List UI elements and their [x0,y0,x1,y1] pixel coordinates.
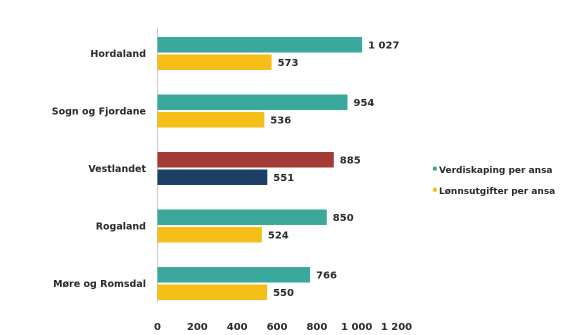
bar-more-og-romsdal-series-2 [157,284,268,300]
x-tick-label: 0 [154,322,161,333]
value-label-hordaland-series-1: 1 027 [368,40,399,51]
bar-sogn-og-fjordane-series-2 [157,112,265,128]
legend-label-2: Lønnsutgifter per ansa [439,187,555,197]
bar-rogaland-series-1 [157,209,327,225]
bar-sogn-og-fjordane-series-1 [157,94,348,110]
value-label-sogn-og-fjordane-series-1: 954 [354,98,375,109]
bar-more-og-romsdal-series-1 [157,267,311,283]
x-tick-label: 200 [187,322,208,333]
bars-layer [157,37,363,300]
category-labels: Hordaland Sogn og Fjordane Vestlandet Rogal… [52,49,147,290]
value-label-sogn-og-fjordane-series-2: 536 [270,115,291,126]
x-tick-label: 1 200 [381,322,412,333]
category-label-rogaland: Rogaland [96,222,146,233]
value-label-vestlandet-series-1: 885 [340,155,361,166]
legend-label-1: Verdiskaping per ansa [439,166,553,176]
bar-vestlandet-series-2 [157,169,268,185]
category-label-hordaland: Hordaland [90,49,146,60]
x-tick-label: 600 [267,322,288,333]
x-tick-label: 1 000 [341,322,372,333]
x-axis-tick-labels: 0 200 400 600 800 1 000 1 200 [154,322,412,333]
value-label-rogaland-series-2: 524 [268,230,289,241]
bar-hordaland-series-1 [157,37,363,53]
value-label-more-og-romsdal-series-1: 766 [316,270,337,281]
value-labels: 1 027 573 954 536 885 551 850 524 766 550 [268,40,400,299]
value-label-rogaland-series-1: 850 [333,213,354,224]
x-tick-label: 400 [227,322,248,333]
value-label-hordaland-series-2: 573 [278,58,299,69]
category-label-vestlandet: Vestlandet [88,164,146,175]
legend-marker-2: • [431,184,439,198]
category-label-more-og-romsdal: Møre og Romsdal [53,279,146,290]
legend-marker-1: • [431,163,439,177]
bar-hordaland-series-2 [157,54,272,70]
bar-rogaland-series-2 [157,227,262,243]
x-tick-label: 800 [306,322,327,333]
legend: • Verdiskaping per ansa• Lønnsutgifter per… [431,163,555,198]
value-label-vestlandet-series-2: 551 [273,173,294,184]
category-label-sogn-og-fjordane: Sogn og Fjordane [52,107,146,118]
value-label-more-og-romsdal-series-2: 550 [273,288,294,299]
bar-vestlandet-series-1 [157,152,334,168]
